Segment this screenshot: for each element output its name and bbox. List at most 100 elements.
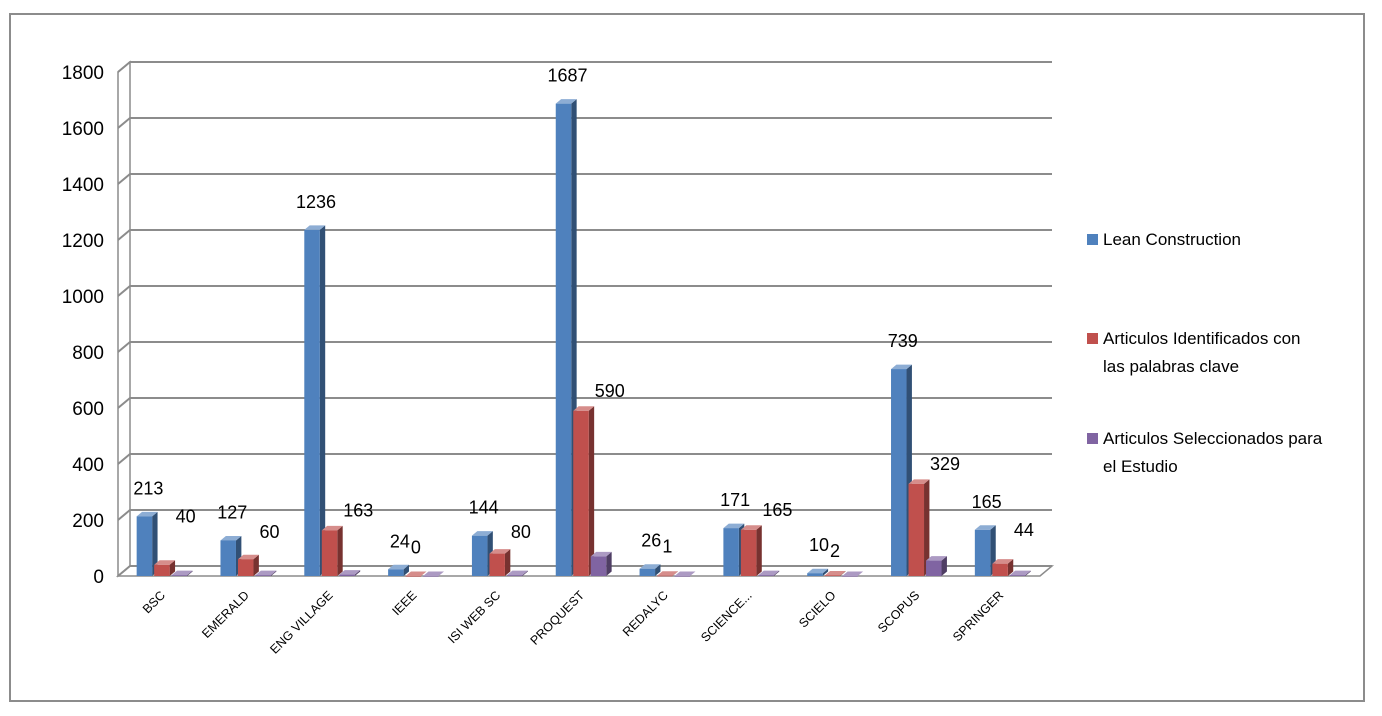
gridline	[117, 229, 1052, 241]
bar-lean-construction-eng-village	[304, 229, 320, 577]
bar-articulos-seleccionados--ieee	[423, 576, 439, 577]
data-label-lean-ieee: 24	[390, 531, 410, 551]
bar-lean-construction-proquest	[555, 103, 572, 576]
gridline	[117, 341, 1052, 353]
x-category-label: SCOPUS	[875, 588, 922, 635]
bar-articulos-seleccionados--proquest-side	[606, 551, 612, 576]
bar-lean-construction-redalyc-top	[639, 564, 661, 569]
data-label-identificados-springer: 44	[1014, 520, 1034, 540]
bar-lean-construction-scopus-top	[891, 364, 912, 370]
bar-articulos-seleccionados--bsc	[171, 575, 188, 576]
bar-lean-construction-eng-village-top	[304, 225, 326, 230]
bar-lean-construction-bsc-side	[152, 511, 158, 576]
bar-lean-construction-springer	[974, 529, 991, 576]
bar-articulos-seleccionados--ieee-top	[423, 571, 445, 576]
gridline	[117, 397, 1052, 409]
data-label-identificados-isi-web-sc: 80	[511, 522, 531, 542]
bar-lean-construction-bsc	[136, 516, 153, 576]
bar-articulos-identificados--proquest-top	[573, 406, 595, 411]
bar-articulos-identificados--science	[740, 529, 757, 576]
data-label-identificados-bsc: 40	[176, 506, 196, 526]
bar-articulos-seleccionados--bsc-side	[187, 570, 193, 576]
bar-articulos-seleccionados--scopus-top	[926, 556, 947, 561]
bar-articulos-identificados--springer-top	[992, 559, 1014, 564]
data-label-identificados-scielo: 2	[830, 541, 840, 561]
gridline	[117, 173, 1052, 185]
y-tick-label: 1800	[62, 63, 104, 84]
x-category-label: EMERALD	[199, 588, 252, 641]
bar-lean-construction-scielo	[807, 573, 823, 576]
y-tick-label: 1000	[62, 287, 104, 308]
bar-articulos-seleccionados--bsc-top	[171, 570, 193, 576]
bar-articulos-seleccionados--springer	[1009, 575, 1026, 576]
data-label-lean-bsc: 213	[133, 478, 163, 498]
legend-swatch-2	[1087, 333, 1098, 344]
y-tick-label: 800	[72, 343, 104, 364]
bar-articulos-identificados--bsc-top	[154, 560, 176, 565]
bar-lean-construction-scopus	[891, 369, 907, 576]
bar-articulos-identificados--scielo	[824, 575, 841, 577]
bar-articulos-identificados--eng-village-side	[337, 525, 343, 576]
x-category-label: SPRINGER	[950, 588, 1006, 644]
data-label-lean-proquest: 1687	[547, 66, 587, 86]
bar-articulos-seleccionados--scielo	[842, 576, 858, 577]
bar-articulos-seleccionados--emerald-side	[270, 570, 277, 576]
y-tick-label: 1200	[62, 231, 104, 252]
bar-articulos-seleccionados--eng-village-side	[354, 570, 361, 576]
bar-articulos-seleccionados--eng-village	[339, 574, 355, 576]
bar-articulos-seleccionados--scielo-top	[842, 571, 864, 576]
bar-articulos-identificados--isi-web-sc	[489, 553, 505, 576]
bar-articulos-seleccionados--redalyc	[674, 576, 691, 577]
bar-lean-construction-science	[723, 528, 739, 576]
bar-lean-construction-bsc-top	[136, 511, 158, 517]
bar-lean-construction-scielo-side	[822, 568, 829, 576]
bar-articulos-identificados--eng-village	[321, 530, 338, 576]
bar-articulos-identificados--ieee	[405, 576, 422, 577]
data-label-identificados-science: 165	[762, 500, 792, 520]
bar-articulos-seleccionados--springer-top	[1009, 570, 1031, 576]
bar-articulos-seleccionados--isi-web-sc-top	[506, 570, 528, 576]
bar-articulos-identificados--ieee-top	[405, 571, 427, 576]
bar-lean-construction-scielo-top	[807, 568, 829, 574]
y-tick-label: 1600	[62, 119, 104, 140]
bar-articulos-identificados--scielo-side	[840, 570, 846, 576]
data-label-lean-isi-web-sc: 144	[469, 498, 499, 518]
legend-label-2: las palabras clave	[1103, 357, 1239, 376]
x-category-label: ISI WEB SC	[445, 588, 503, 646]
data-label-lean-scielo: 10	[809, 535, 829, 555]
y-tick-label: 600	[72, 399, 104, 420]
legend-label-2: Articulos Identificados con	[1103, 329, 1301, 348]
bar-articulos-identificados--isi-web-sc-side	[504, 549, 511, 576]
data-label-lean-eng-village: 1236	[296, 192, 336, 212]
bar-articulos-seleccionados--springer-side	[1025, 570, 1031, 576]
bar-articulos-identificados--redalyc-side	[672, 571, 678, 576]
bar-articulos-identificados--redalyc-top	[657, 571, 678, 576]
bar-articulos-identificados--proquest-side	[588, 406, 595, 576]
bar-articulos-identificados--emerald	[237, 559, 254, 576]
bar-articulos-seleccionados--redalyc-top	[674, 571, 696, 576]
bar-articulos-seleccionados--science-side	[773, 570, 780, 576]
data-label-identificados-proquest: 590	[595, 381, 625, 401]
bar-lean-construction-eng-village-side	[319, 225, 326, 577]
legend-label-1: Lean Construction	[1103, 230, 1241, 249]
bar-lean-construction-isi-web-sc-top	[471, 531, 493, 536]
bar-articulos-identificados--eng-village-top	[321, 525, 343, 531]
legend-swatch-3	[1087, 433, 1098, 444]
gridline	[117, 117, 1052, 129]
legend-label-3: Articulos Seleccionados para	[1103, 429, 1323, 448]
legend-swatch-1	[1087, 234, 1098, 245]
bar-articulos-seleccionados--proquest-top	[590, 551, 612, 557]
bar-articulos-seleccionados--proquest	[590, 556, 607, 576]
bar-lean-construction-isi-web-sc	[471, 535, 488, 576]
x-category-label: ENG VILLAGE	[267, 588, 335, 656]
bar-lean-construction-ieee-side	[403, 564, 410, 576]
bar-lean-construction-science-top	[723, 523, 745, 529]
bar-lean-construction-ieee-top	[388, 564, 410, 570]
bar-articulos-identificados--bsc	[154, 564, 170, 576]
legend-label-3: el Estudio	[1103, 457, 1178, 476]
data-label-lean-emerald: 127	[217, 502, 247, 522]
bar-articulos-identificados--science-side	[756, 525, 762, 576]
bar-articulos-identificados--scopus-top	[908, 479, 930, 484]
bar-lean-construction-ieee	[388, 569, 404, 576]
